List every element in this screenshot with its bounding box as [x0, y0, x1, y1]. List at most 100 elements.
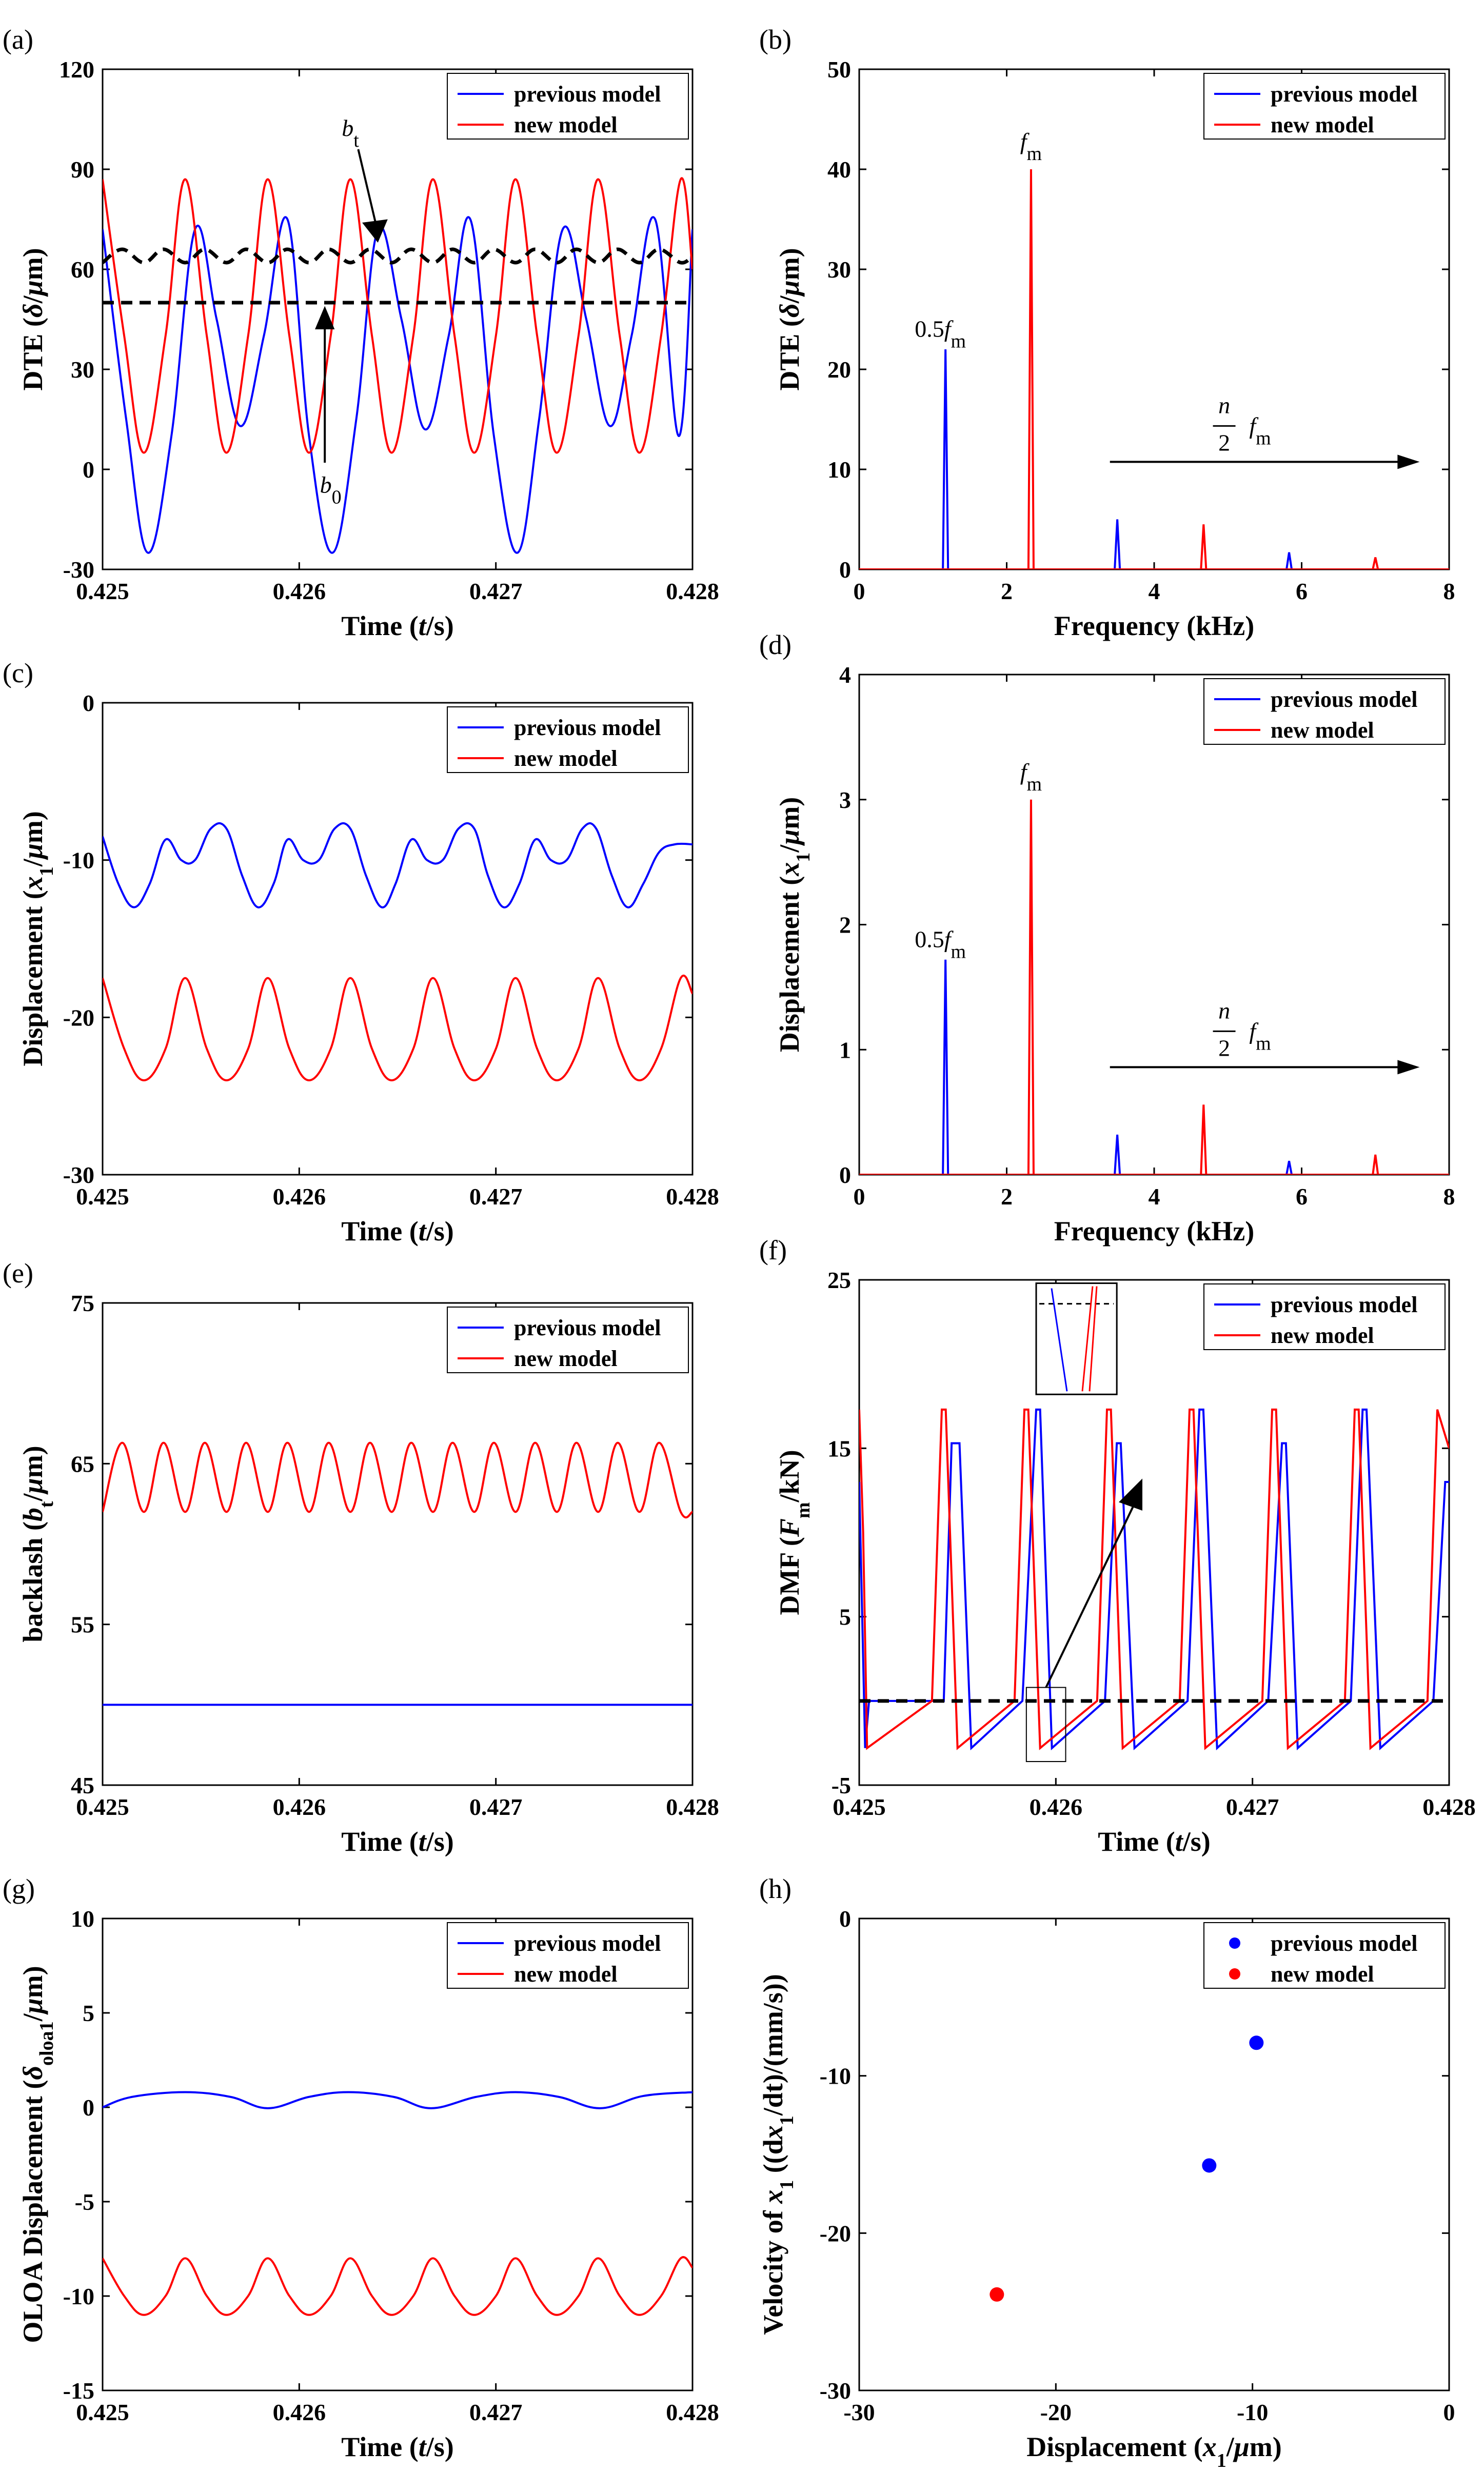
legend-box: [447, 706, 689, 773]
spectrum-peak-red: [1372, 1154, 1379, 1175]
series-line-new-model: [103, 1441, 692, 1518]
y-tick-label: 10: [827, 457, 851, 483]
x-axis-label: Time (t/s): [341, 1216, 454, 1247]
y-tick-label: 0: [839, 1162, 851, 1188]
legend-label-previous: previous model: [1271, 1931, 1417, 1956]
data-point-blue: [1249, 2035, 1264, 2050]
spectrum-peak-blue: [1285, 552, 1293, 569]
x-tick-label: -10: [1237, 2399, 1268, 2425]
legend: previous model new model: [1203, 1283, 1446, 1350]
spectrum-peak-red: [1200, 524, 1208, 569]
y-tick-label: -30: [63, 1162, 94, 1188]
legend-marker-new: [1229, 1968, 1240, 1980]
y-tick-label: 4: [839, 662, 851, 688]
y-tick-label: -20: [820, 2220, 851, 2246]
legend-box: [447, 73, 689, 140]
y-tick-label: 45: [71, 1772, 94, 1798]
spectrum-peak-blue: [1114, 519, 1121, 569]
x-tick-label: 0.428: [666, 2399, 719, 2425]
x-axis-label: Time (t/s): [341, 610, 454, 641]
x-axis-label: Time (t/s): [341, 1826, 454, 1857]
annotation-n-half-fm: fm: [1249, 1018, 1271, 1054]
panel-label: (g): [3, 1873, 35, 1904]
x-tick-label: 0: [854, 1183, 865, 1210]
axes-frame: [102, 68, 694, 570]
annotation-arrowhead-b0: [315, 306, 335, 329]
data-point-red: [990, 2287, 1004, 2302]
x-tick-label: 0.428: [666, 578, 719, 604]
legend-label-new: new model: [514, 112, 618, 137]
spectrum-peak-blue: [942, 959, 949, 1175]
legend: previous model new model: [447, 1922, 689, 1989]
legend-label-new: new model: [1271, 718, 1374, 743]
legend-label-previous: previous model: [1271, 687, 1417, 712]
y-axis-label: backlash (bt/μm): [17, 1446, 57, 1642]
legend-box: [1203, 1283, 1446, 1350]
x-axis-label: Time (t/s): [1098, 1826, 1211, 1857]
x-tick-label: 0.428: [666, 1794, 719, 1820]
y-tick-label: -5: [832, 1772, 851, 1798]
spectrum-peak-red: [1200, 1104, 1208, 1175]
y-tick-label: 65: [71, 1451, 94, 1477]
x-tick-label: 4: [1149, 578, 1160, 604]
annotation-arrowhead-harmonics: [1397, 454, 1420, 469]
y-tick-label: 30: [71, 357, 94, 383]
y-tick-label: 0: [83, 457, 94, 483]
y-tick-label: -30: [820, 2378, 851, 2404]
legend-box: [1203, 678, 1446, 745]
legend-label-new: new model: [514, 746, 618, 771]
x-tick-label: -30: [843, 2399, 875, 2425]
x-tick-label: 0.426: [273, 1794, 326, 1820]
x-tick-label: 0.426: [273, 1183, 326, 1210]
legend-label-new: new model: [514, 1346, 618, 1371]
x-tick-label: 8: [1443, 578, 1455, 604]
y-tick-label: -10: [63, 2283, 94, 2309]
series-line-new-model: [103, 975, 692, 1082]
y-tick-label: 10: [71, 1906, 94, 1932]
legend-box: [447, 1922, 689, 1989]
y-tick-label: 20: [827, 357, 851, 383]
panel-label: (d): [759, 629, 792, 660]
y-tick-label: -30: [63, 557, 94, 583]
x-tick-label: 0: [854, 578, 865, 604]
plot-area: [990, 2035, 1264, 2302]
annotation-arrow-bt: [357, 149, 379, 233]
x-tick-label: 8: [1443, 1183, 1455, 1210]
y-tick-label: 55: [71, 1612, 94, 1638]
x-tick-label: 4: [1149, 1183, 1160, 1210]
legend-box: [447, 1307, 689, 1373]
legend: previous model new model: [447, 73, 689, 140]
series-line-previous-model: [103, 216, 692, 554]
legend: previous model new model: [1203, 73, 1446, 140]
legend-label-previous: previous model: [1271, 1292, 1417, 1317]
legend-label-previous: previous model: [1271, 82, 1417, 107]
x-tick-label: 2: [1001, 578, 1013, 604]
spectrum-peak-blue: [1114, 1134, 1121, 1175]
annotation-bt: bt: [342, 115, 359, 151]
axes-frame: [858, 1279, 1450, 1786]
plot-area: [859, 169, 1449, 569]
data-point-blue: [1202, 2158, 1217, 2173]
annotation-arrowhead-bt: [362, 219, 388, 243]
series-line-previous-model: [103, 2091, 692, 2109]
y-tick-label: 5: [83, 2000, 94, 2026]
zoom-inset-red-2: [1089, 1286, 1098, 1392]
y-axis-label: Displacement (x1/μm): [17, 811, 57, 1066]
y-axis-label: OLOA Displacement (δoloa1/μm): [17, 1966, 57, 2343]
annotation-2: 2: [1218, 429, 1230, 456]
y-tick-label: 1: [839, 1037, 851, 1063]
zoom-inset-box: [1035, 1282, 1118, 1395]
y-tick-label: -15: [63, 2378, 94, 2404]
chart-d: (d) 0 2 4 6 8 0 1 2 3 4 Frequency (kHz) Displacement…: [759, 629, 1455, 1247]
plot-area: [103, 822, 692, 1082]
chart-c: (c) 0.425 0.426 0.427 0.428 -30 -20 -10 0 Time (t…: [3, 658, 719, 1247]
legend: previous model new model: [1203, 678, 1446, 745]
y-tick-label: -10: [63, 847, 94, 874]
legend-label-new: new model: [514, 1962, 618, 1987]
spectrum-peak-blue: [1285, 1160, 1293, 1175]
legend-label-new: new model: [1271, 112, 1374, 137]
y-tick-label: 0: [83, 2094, 94, 2121]
y-tick-label: 120: [59, 56, 94, 83]
y-axis-label: DTE (δ/μm): [17, 248, 48, 390]
